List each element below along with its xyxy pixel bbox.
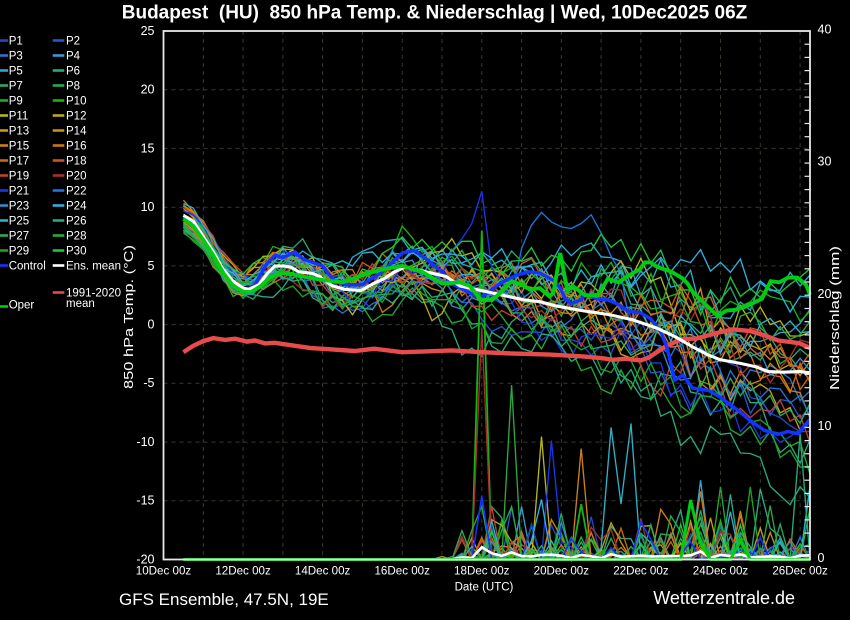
svg-text:24Dec 00z: 24Dec 00z: [693, 565, 749, 578]
svg-text:20Dec 00z: 20Dec 00z: [534, 565, 590, 578]
svg-text:-5: -5: [143, 376, 154, 390]
svg-text:P2: P2: [66, 36, 80, 48]
svg-text:P18: P18: [66, 156, 86, 168]
svg-text:25: 25: [141, 24, 155, 38]
svg-text:Niederschlag (mm): Niederschlag (mm): [827, 246, 842, 390]
svg-text:Ens. mean: Ens. mean: [66, 261, 121, 273]
svg-text:P19: P19: [9, 171, 29, 183]
svg-text:P29: P29: [9, 246, 29, 258]
svg-text:5: 5: [148, 259, 155, 273]
svg-text:Wetterzentrale.de: Wetterzentrale.de: [653, 588, 795, 608]
svg-text:P7: P7: [9, 81, 23, 93]
svg-text:15: 15: [141, 141, 155, 155]
svg-text:10: 10: [818, 419, 832, 433]
svg-text:22Dec 00z: 22Dec 00z: [613, 565, 669, 578]
svg-text:P16: P16: [66, 141, 86, 153]
svg-text:Control: Control: [9, 261, 46, 273]
svg-text:P9: P9: [9, 96, 23, 108]
svg-text:P28: P28: [66, 231, 86, 243]
svg-text:P1: P1: [9, 36, 23, 48]
svg-text:P10: P10: [66, 96, 86, 108]
svg-text:10: 10: [141, 200, 155, 214]
svg-text:10Dec 00z: 10Dec 00z: [136, 565, 192, 578]
svg-text:P22: P22: [66, 186, 86, 198]
svg-text:P26: P26: [66, 216, 86, 228]
svg-text:40: 40: [818, 23, 832, 37]
svg-text:-20: -20: [136, 552, 154, 566]
svg-text:Date (UTC): Date (UTC): [455, 582, 514, 594]
svg-text:20: 20: [141, 83, 155, 97]
svg-text:850 hPa Temp. (°C): 850 hPa Temp. (°C): [121, 245, 136, 389]
svg-text:P25: P25: [9, 216, 29, 228]
svg-text:20: 20: [818, 287, 832, 301]
svg-text:18Dec 00z: 18Dec 00z: [454, 565, 510, 578]
svg-text:P27: P27: [9, 231, 29, 243]
svg-text:P20: P20: [66, 171, 86, 183]
svg-text:1991-2020: 1991-2020: [66, 288, 121, 300]
svg-text:P13: P13: [9, 126, 29, 138]
svg-text:P11: P11: [9, 111, 29, 123]
svg-text:-10: -10: [136, 435, 154, 449]
svg-text:P30: P30: [66, 246, 86, 258]
svg-text:P4: P4: [66, 51, 81, 63]
svg-text:GFS Ensemble, 47.5N, 19E: GFS Ensemble, 47.5N, 19E: [119, 590, 329, 609]
svg-text:Oper: Oper: [9, 300, 35, 312]
svg-text:P6: P6: [66, 66, 80, 78]
svg-text:12Dec 00z: 12Dec 00z: [215, 565, 271, 578]
svg-text:P14: P14: [66, 126, 87, 138]
svg-text:14Dec 00z: 14Dec 00z: [295, 565, 351, 578]
svg-text:26Dec 00z: 26Dec 00z: [772, 565, 828, 578]
svg-text:-15: -15: [136, 494, 154, 508]
svg-text:P17: P17: [9, 156, 29, 168]
svg-text:P5: P5: [9, 66, 23, 78]
svg-text:0: 0: [818, 551, 825, 565]
svg-text:0: 0: [148, 318, 155, 332]
svg-text:P21: P21: [9, 186, 29, 198]
svg-text:30: 30: [818, 155, 832, 169]
svg-text:16Dec 00z: 16Dec 00z: [374, 565, 430, 578]
svg-text:P23: P23: [9, 201, 29, 213]
svg-text:Budapest (HU) 850 hPa Temp.: Budapest (HU) 850 hPa Temp. & Niederschl…: [122, 3, 748, 24]
svg-text:mean: mean: [66, 298, 95, 310]
svg-text:P8: P8: [66, 81, 80, 93]
svg-text:P15: P15: [9, 141, 29, 153]
svg-text:P3: P3: [9, 51, 23, 63]
svg-text:P12: P12: [66, 111, 86, 123]
svg-text:P24: P24: [66, 201, 87, 213]
